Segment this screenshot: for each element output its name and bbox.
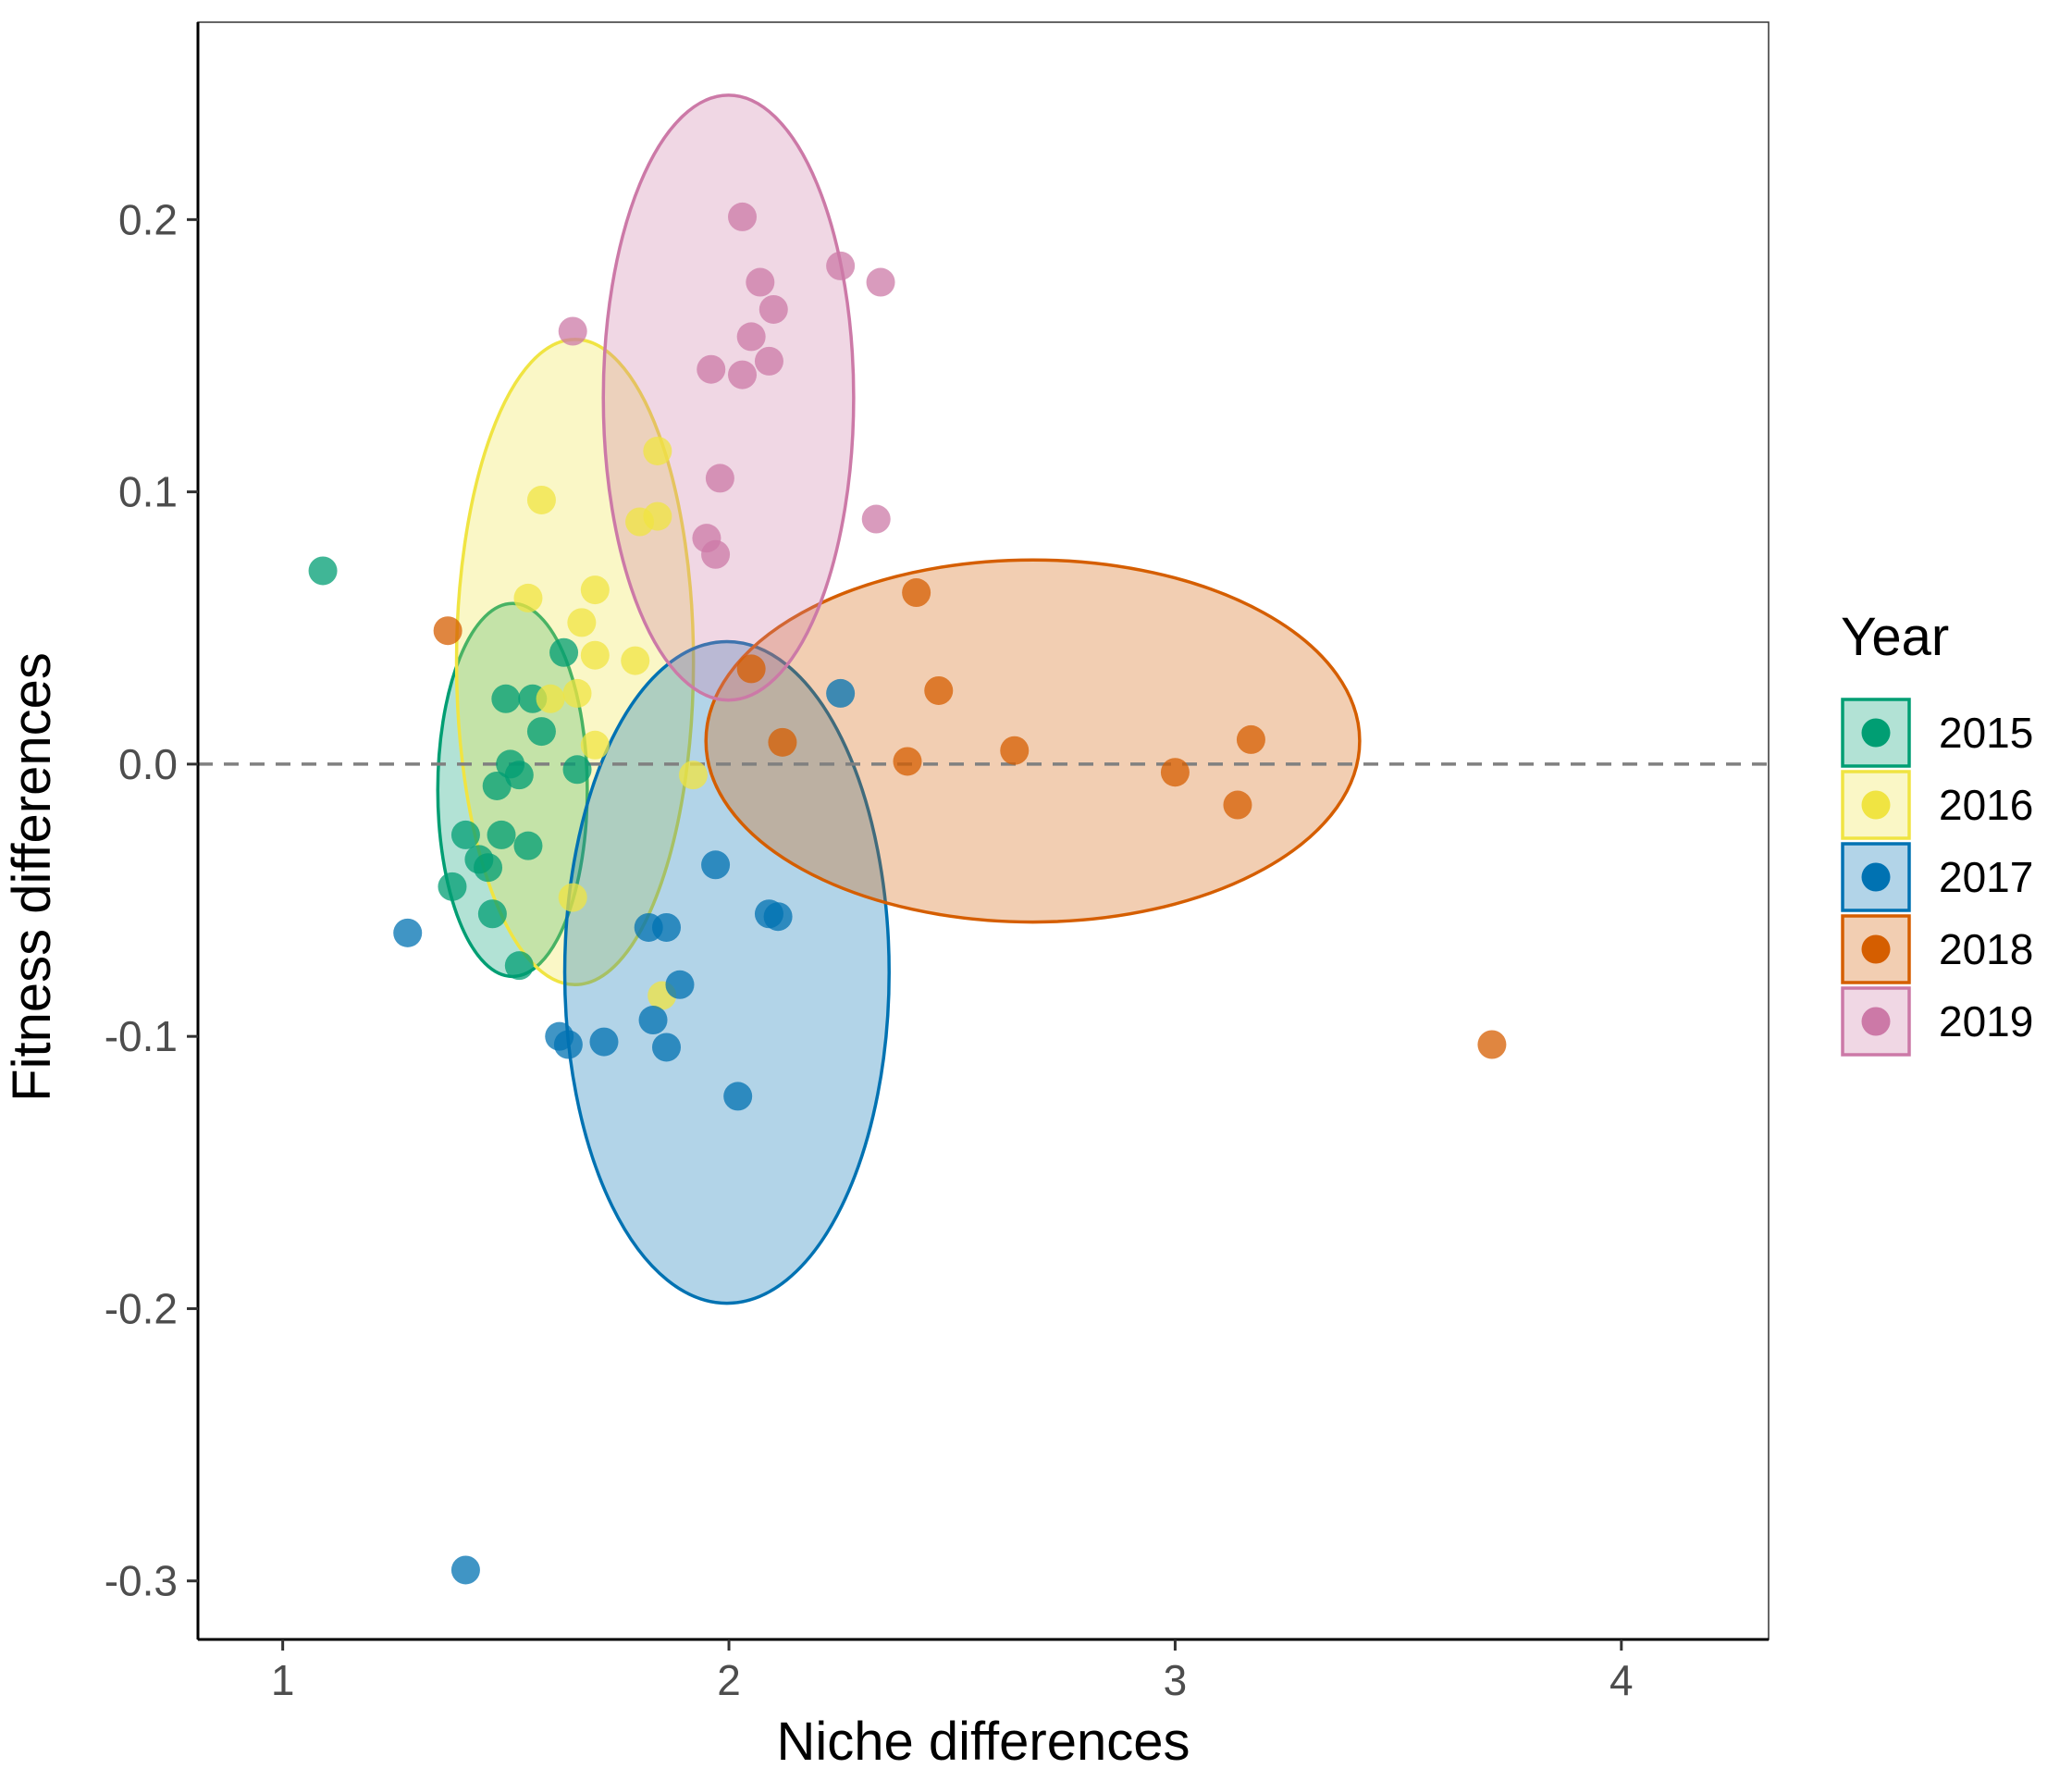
point-2019-8 — [754, 346, 783, 376]
point-2015-8 — [474, 853, 503, 883]
ellipses-layer — [436, 93, 1362, 1305]
legend-items: 2015 2016 2017 2018 2019 — [1841, 698, 2033, 1057]
point-2017-3 — [763, 902, 793, 932]
point-2015-2 — [482, 771, 512, 800]
point-2016-11 — [580, 730, 610, 760]
point-2018-7 — [1160, 758, 1190, 787]
point-2016-6 — [567, 608, 597, 637]
point-2019-11 — [861, 504, 891, 534]
legend-label-2015: 2015 — [1939, 709, 2033, 757]
point-2016-1 — [643, 436, 672, 465]
legend-marker-2018 — [1861, 934, 1891, 964]
x-axis-ticks: 1 2 3 4 — [271, 1639, 1634, 1704]
ellipse-2018 — [704, 558, 1362, 924]
point-2017-13 — [393, 918, 423, 947]
point-2015-10 — [477, 899, 507, 929]
legend-title: Year — [1841, 607, 1949, 667]
legend-marker-2017 — [1861, 862, 1891, 892]
y-axis-title: Fitness differences — [2, 652, 62, 1102]
point-2015-12 — [491, 684, 521, 713]
points-layer — [308, 202, 1507, 1585]
point-2016-10 — [536, 684, 565, 713]
point-2019-10 — [705, 464, 734, 493]
point-2019-5 — [558, 316, 587, 346]
point-2017-10 — [589, 1027, 619, 1057]
y-axis-ticks: 0.2 0.1 0.0 -0.1 -0.2 -0.3 — [105, 195, 198, 1605]
point-2019-7 — [697, 354, 726, 384]
ellipse-2017 — [562, 639, 891, 1305]
point-2019-1 — [826, 251, 856, 280]
legend-label-2016: 2016 — [1939, 781, 2033, 829]
y-tick-label: -0.2 — [105, 1284, 178, 1332]
legend-label-2018: 2018 — [1939, 925, 2033, 973]
x-tick-label: 1 — [271, 1656, 295, 1704]
point-2018-6 — [1000, 736, 1030, 765]
point-2019-6 — [736, 322, 766, 352]
point-2016-5 — [580, 575, 610, 605]
point-2018-3 — [736, 654, 766, 684]
point-2015-5 — [487, 820, 516, 849]
point-2016-4 — [513, 583, 543, 612]
x-tick-label: 2 — [717, 1656, 741, 1704]
legend: Year 2015 2016 2017 2018 2019 — [1841, 607, 2033, 1057]
point-2017-12 — [723, 1082, 753, 1111]
y-tick-label: -0.3 — [105, 1557, 178, 1605]
point-2017-9 — [553, 1030, 583, 1059]
point-2015-7 — [513, 831, 543, 860]
point-2019-2 — [866, 267, 895, 297]
point-2019-3 — [746, 267, 775, 297]
point-2019-0 — [728, 202, 758, 231]
x-tick-label: 4 — [1610, 1656, 1634, 1704]
point-2015-9 — [438, 872, 467, 901]
point-2019-4 — [758, 294, 788, 324]
point-2017-1 — [701, 850, 731, 880]
point-2015-3 — [504, 761, 534, 790]
point-2018-1 — [902, 578, 931, 608]
point-2018-0 — [433, 616, 462, 646]
ellipse-2019 — [601, 93, 856, 702]
point-2015-0 — [308, 556, 338, 586]
legend-marker-2019 — [1861, 1007, 1891, 1036]
point-2015-14 — [526, 717, 556, 747]
x-tick-label: 3 — [1164, 1656, 1188, 1704]
point-2017-14 — [450, 1555, 480, 1585]
point-2016-8 — [621, 646, 650, 675]
legend-key-2019 — [1841, 986, 1911, 1057]
legend-marker-2015 — [1861, 718, 1891, 748]
point-2019-13 — [701, 539, 731, 569]
point-2017-11 — [652, 1033, 682, 1062]
y-tick-label: 0.2 — [118, 195, 178, 243]
y-tick-label: 0.1 — [118, 468, 178, 516]
point-2018-9 — [1223, 790, 1252, 820]
point-2016-9 — [562, 678, 592, 708]
point-2018-5 — [893, 747, 922, 776]
y-tick-label: -0.1 — [105, 1012, 178, 1060]
point-2017-7 — [638, 1006, 668, 1035]
y-tick-label: 0.0 — [118, 740, 178, 788]
point-2019-9 — [728, 360, 758, 390]
point-2017-0 — [826, 678, 856, 708]
point-2018-8 — [1236, 724, 1265, 754]
point-2016-13 — [558, 883, 587, 912]
point-2015-11 — [504, 951, 534, 981]
point-2017-6 — [665, 970, 695, 999]
point-2015-16 — [562, 755, 592, 785]
x-axis-title: Niche differences — [776, 1712, 1190, 1772]
legend-marker-2016 — [1861, 790, 1891, 820]
legend-label-2019: 2019 — [1939, 997, 2033, 1045]
point-2018-2 — [924, 675, 954, 705]
point-2018-10 — [1477, 1030, 1507, 1059]
point-2016-12 — [678, 761, 708, 790]
point-2017-5 — [652, 912, 682, 942]
point-2016-3 — [625, 507, 655, 537]
point-2018-4 — [768, 727, 797, 757]
point-2016-7 — [580, 640, 610, 670]
legend-label-2017: 2017 — [1939, 853, 2033, 901]
point-2015-15 — [549, 637, 579, 667]
point-2015-4 — [450, 820, 480, 849]
point-2016-0 — [526, 485, 556, 514]
